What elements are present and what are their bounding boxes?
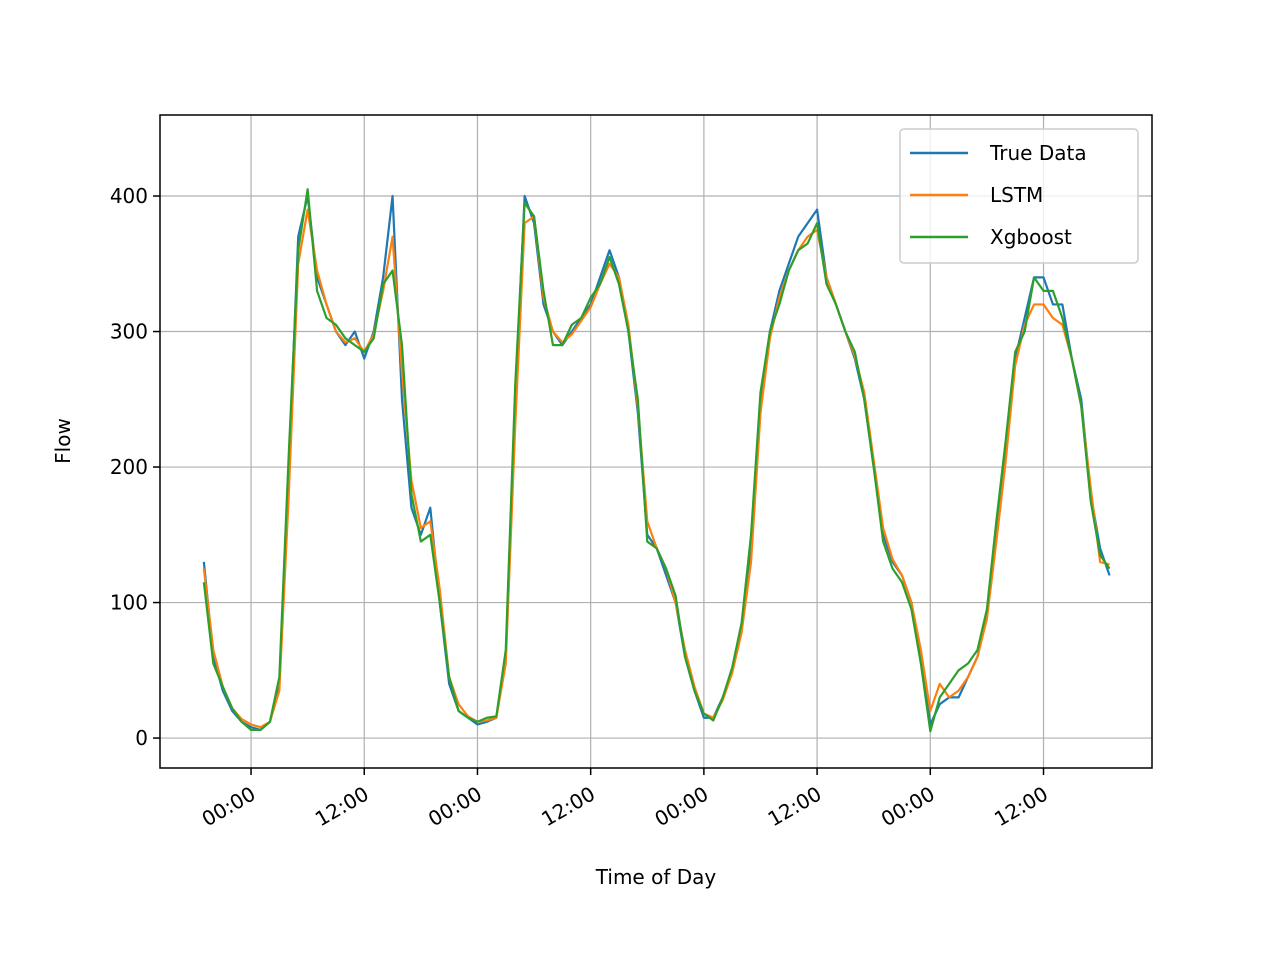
x-tick-label: 12:00 xyxy=(990,782,1052,832)
legend-label: True Data xyxy=(989,141,1087,165)
line-series xyxy=(202,188,1111,733)
y-axis-label: Flow xyxy=(51,418,75,464)
x-tick-label: 12:00 xyxy=(764,782,826,832)
y-tick-label: 0 xyxy=(135,726,148,750)
legend-box xyxy=(899,128,1139,264)
x-tick-label: 00:00 xyxy=(198,782,260,832)
y-tick-label: 400 xyxy=(110,184,148,208)
x-tick-label: 00:00 xyxy=(424,782,486,832)
x-tick-label: 12:00 xyxy=(537,782,599,832)
legend-label: LSTM xyxy=(990,183,1043,207)
x-tick-label: 00:00 xyxy=(877,782,939,832)
line-series xyxy=(202,208,1110,729)
x-tick-label: 12:00 xyxy=(311,782,373,832)
x-axis-label: Time of Day xyxy=(595,865,717,889)
plot-frame xyxy=(159,114,1153,769)
line-series xyxy=(202,194,1111,732)
y-tick-label: 100 xyxy=(110,591,148,615)
y-tick-label: 300 xyxy=(110,320,148,344)
y-tick-label: 200 xyxy=(110,455,148,479)
legend-label: Xgboost xyxy=(990,225,1072,249)
x-tick-label: 00:00 xyxy=(650,782,712,832)
